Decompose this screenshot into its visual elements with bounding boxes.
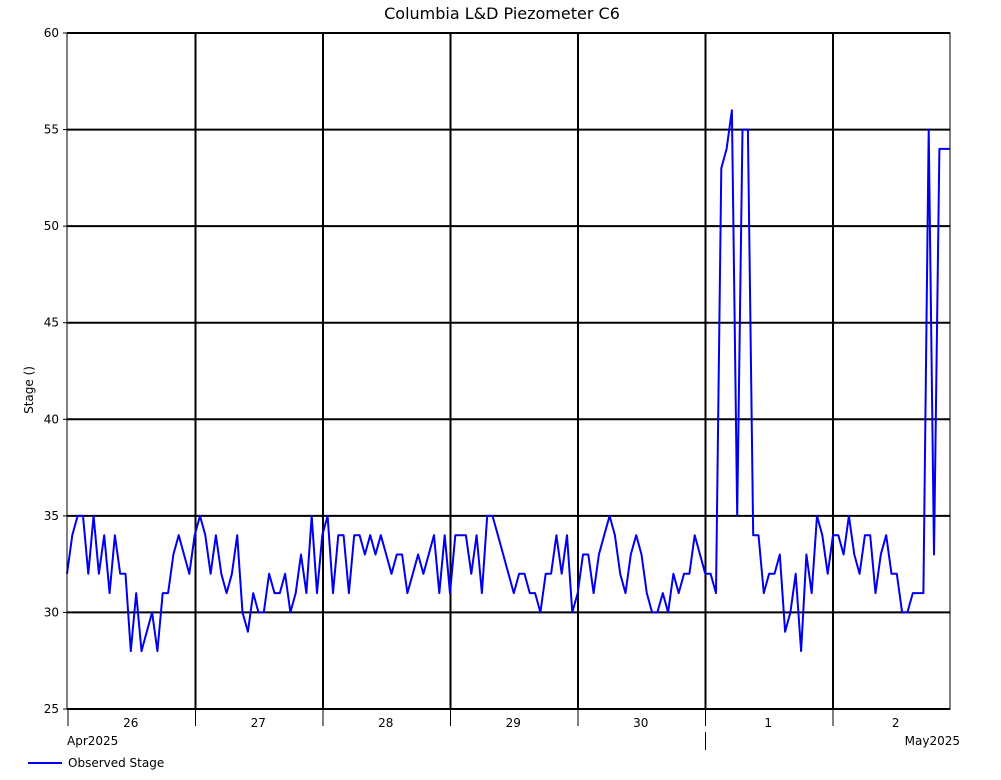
legend-swatch [28,762,62,764]
legend-label-observed-stage: Observed Stage [68,756,165,770]
x-tick-label: 30 [633,716,648,730]
chart-title: Columbia L&D Piezometer C6 [384,4,620,23]
x-tick-label: 29 [506,716,521,730]
x-tick-label: 27 [251,716,266,730]
x-month-label: Apr2025 [67,734,118,748]
x-month-label: May2025 [905,734,960,748]
y-tick-label: 55 [44,123,59,137]
y-tick-label: 25 [44,702,59,716]
y-tick-label: 50 [44,219,59,233]
y-axis-label: Stage () [22,366,36,414]
y-tick-label: 35 [44,509,59,523]
y-tick-label: 40 [44,412,59,426]
y-tick-label: 30 [44,605,59,619]
x-axis: 26 27 28 29 30 1 2 Apr2025 May2025 [67,709,960,750]
gridlines [67,32,950,710]
y-axis: 25 30 35 40 45 50 55 60 [44,26,67,716]
x-tick-label: 28 [378,716,393,730]
x-tick-label: 2 [892,716,900,730]
y-tick-label: 45 [44,316,59,330]
plot-frame [66,32,951,710]
observed-stage-line [66,109,950,653]
legend: Observed Stage [28,756,164,770]
y-tick-label: 60 [44,26,59,40]
x-tick-label: 1 [764,716,772,730]
x-tick-label: 26 [123,716,138,730]
